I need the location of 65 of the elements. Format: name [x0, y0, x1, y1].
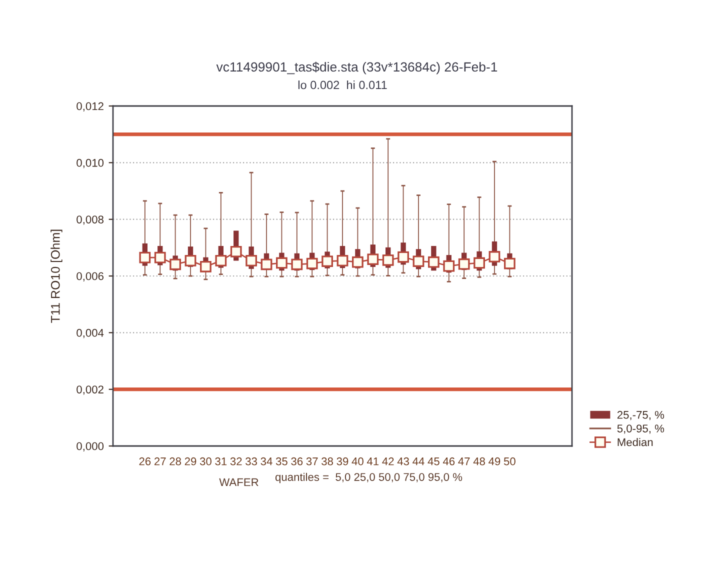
point [276, 257, 288, 269]
y-tick-label: 0,010 [76, 158, 104, 168]
point [184, 255, 196, 266]
point [412, 256, 424, 267]
x-tick-label: 37 [306, 457, 318, 466]
point [230, 246, 242, 258]
x-tick-label: 30 [200, 457, 212, 466]
legend-label: 5,0-95, % [617, 424, 664, 434]
x-tick-label: 50 [504, 457, 516, 466]
y-tick-label: 0,002 [76, 386, 104, 395]
point [352, 256, 364, 268]
point [139, 252, 151, 264]
x-tick-label: 27 [154, 457, 166, 466]
x-tick-label: 49 [488, 457, 500, 466]
point [336, 255, 348, 266]
point [306, 258, 318, 270]
legend-label: Median [618, 438, 653, 446]
point [428, 256, 440, 268]
x-tick-label: 42 [382, 457, 394, 466]
x-tick-label: 35 [276, 457, 288, 466]
point [443, 260, 455, 272]
legend-label: 25,-75, % [617, 410, 664, 420]
x-tick-label: 26 [139, 457, 151, 466]
text: quantiles = 5,0 25,0 50,0 75,0 95,0 % [275, 472, 462, 484]
x-tick-label: 47 [458, 458, 470, 466]
point [170, 258, 182, 270]
x-tick-label: 36 [291, 457, 303, 466]
x-tick-label: 32 [230, 457, 242, 466]
y-tick-label: 0,012 [76, 102, 104, 112]
point [154, 252, 166, 264]
chart-subtitle: lo 0.002 hi 0.011 [298, 80, 387, 90]
x-tick-label: 40 [352, 457, 364, 466]
x-tick-label: 31 [215, 457, 227, 466]
x-tick-label: 48 [473, 457, 485, 466]
x-tick-label: 43 [397, 457, 409, 466]
y-tick-label: 0,004 [76, 328, 104, 338]
point [488, 251, 500, 262]
point [458, 258, 470, 270]
x-tick-label: 46 [442, 457, 455, 466]
x-tick-label: 41 [366, 458, 379, 466]
x-tick-label: 28 [170, 457, 182, 466]
y-tick-label: 0,000 [76, 442, 104, 452]
point [200, 260, 212, 272]
x-tick-label: 34 [260, 457, 272, 466]
chart-title: vc11499901_tas$die.sta (33v*13684c) 26-Feb-1 [216, 62, 498, 74]
y-tick-label: 0,008 [76, 216, 104, 225]
x-tick-label: 33 [246, 457, 257, 466]
point [322, 256, 333, 267]
point [215, 255, 227, 266]
x-tick-label: 38 [322, 457, 333, 466]
y-axis-title: T11 RO10 [Ohm] [50, 230, 62, 323]
point [398, 251, 409, 263]
point [474, 257, 485, 269]
y-tick-label: 0,006 [76, 272, 104, 282]
point [246, 255, 258, 266]
point [382, 254, 394, 266]
x-tick-label: 29 [184, 457, 196, 466]
point [367, 254, 379, 265]
point [504, 258, 516, 270]
x-tick-label: 39 [336, 457, 348, 466]
point [291, 258, 303, 270]
x-tick-label: 44 [412, 458, 424, 466]
point [260, 258, 272, 270]
x-axis-title: WAFER [219, 478, 258, 486]
x-tick-label: 45 [428, 458, 440, 466]
